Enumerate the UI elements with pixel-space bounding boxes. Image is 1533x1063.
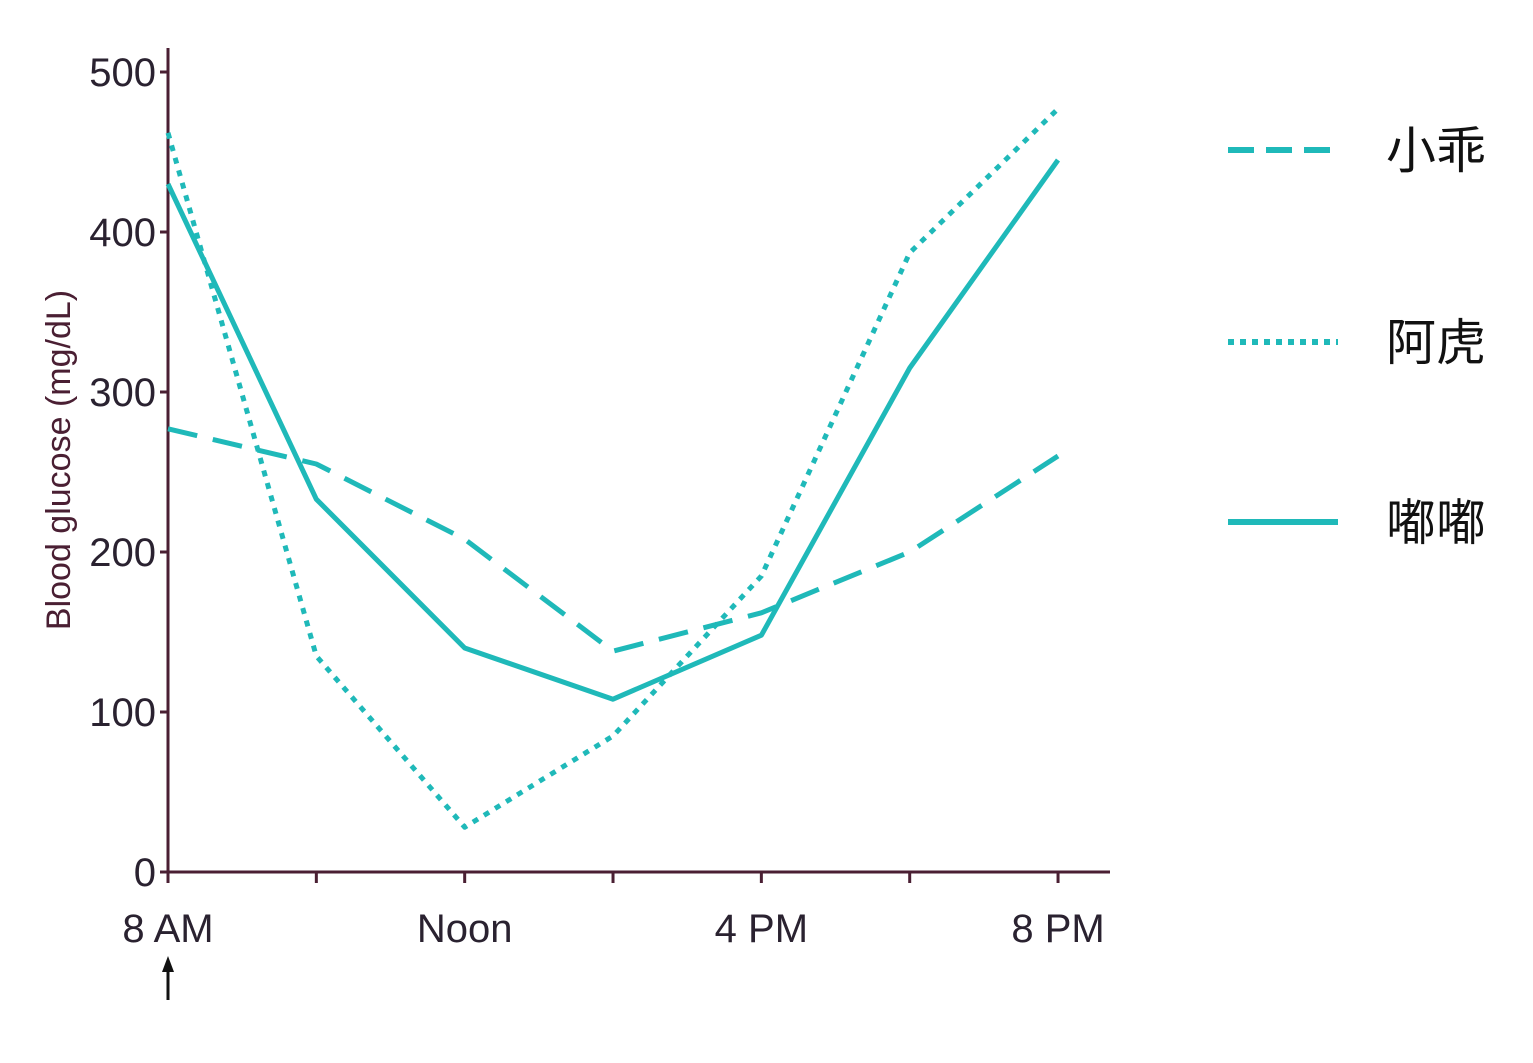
x-tick-label: 8 PM [1011,907,1104,951]
x-tick-label: 4 PM [715,907,808,951]
start-arrow-head [162,956,174,972]
legend-label-3: 嘟嘟 [1386,494,1486,552]
start-arrow-marker [162,956,174,1000]
y-tick-label: 300 [89,371,156,415]
x-tick-label: Noon [417,907,513,951]
y-axis-ticks: 0 100 200 300 400 500 [89,51,168,895]
y-tick-label: 100 [89,691,156,735]
y-tick-label: 0 [134,851,156,895]
legend-label-2: 阿虎 [1386,314,1486,372]
y-tick-label: 500 [89,51,156,95]
y-axis-title: Blood glucose (mg/dL) [40,290,78,630]
series-lines [165,107,1061,830]
series-line-3 [165,158,1061,702]
x-tick-label: 8 AM [122,907,213,951]
x-axis-ticks: 8 AM Noon 4 PM 8 PM [122,872,1105,951]
series-line-1 [167,426,1060,654]
y-tick-label: 400 [89,211,156,255]
legend-label-1: 小乖 [1386,122,1486,180]
y-tick-label: 200 [89,531,156,575]
